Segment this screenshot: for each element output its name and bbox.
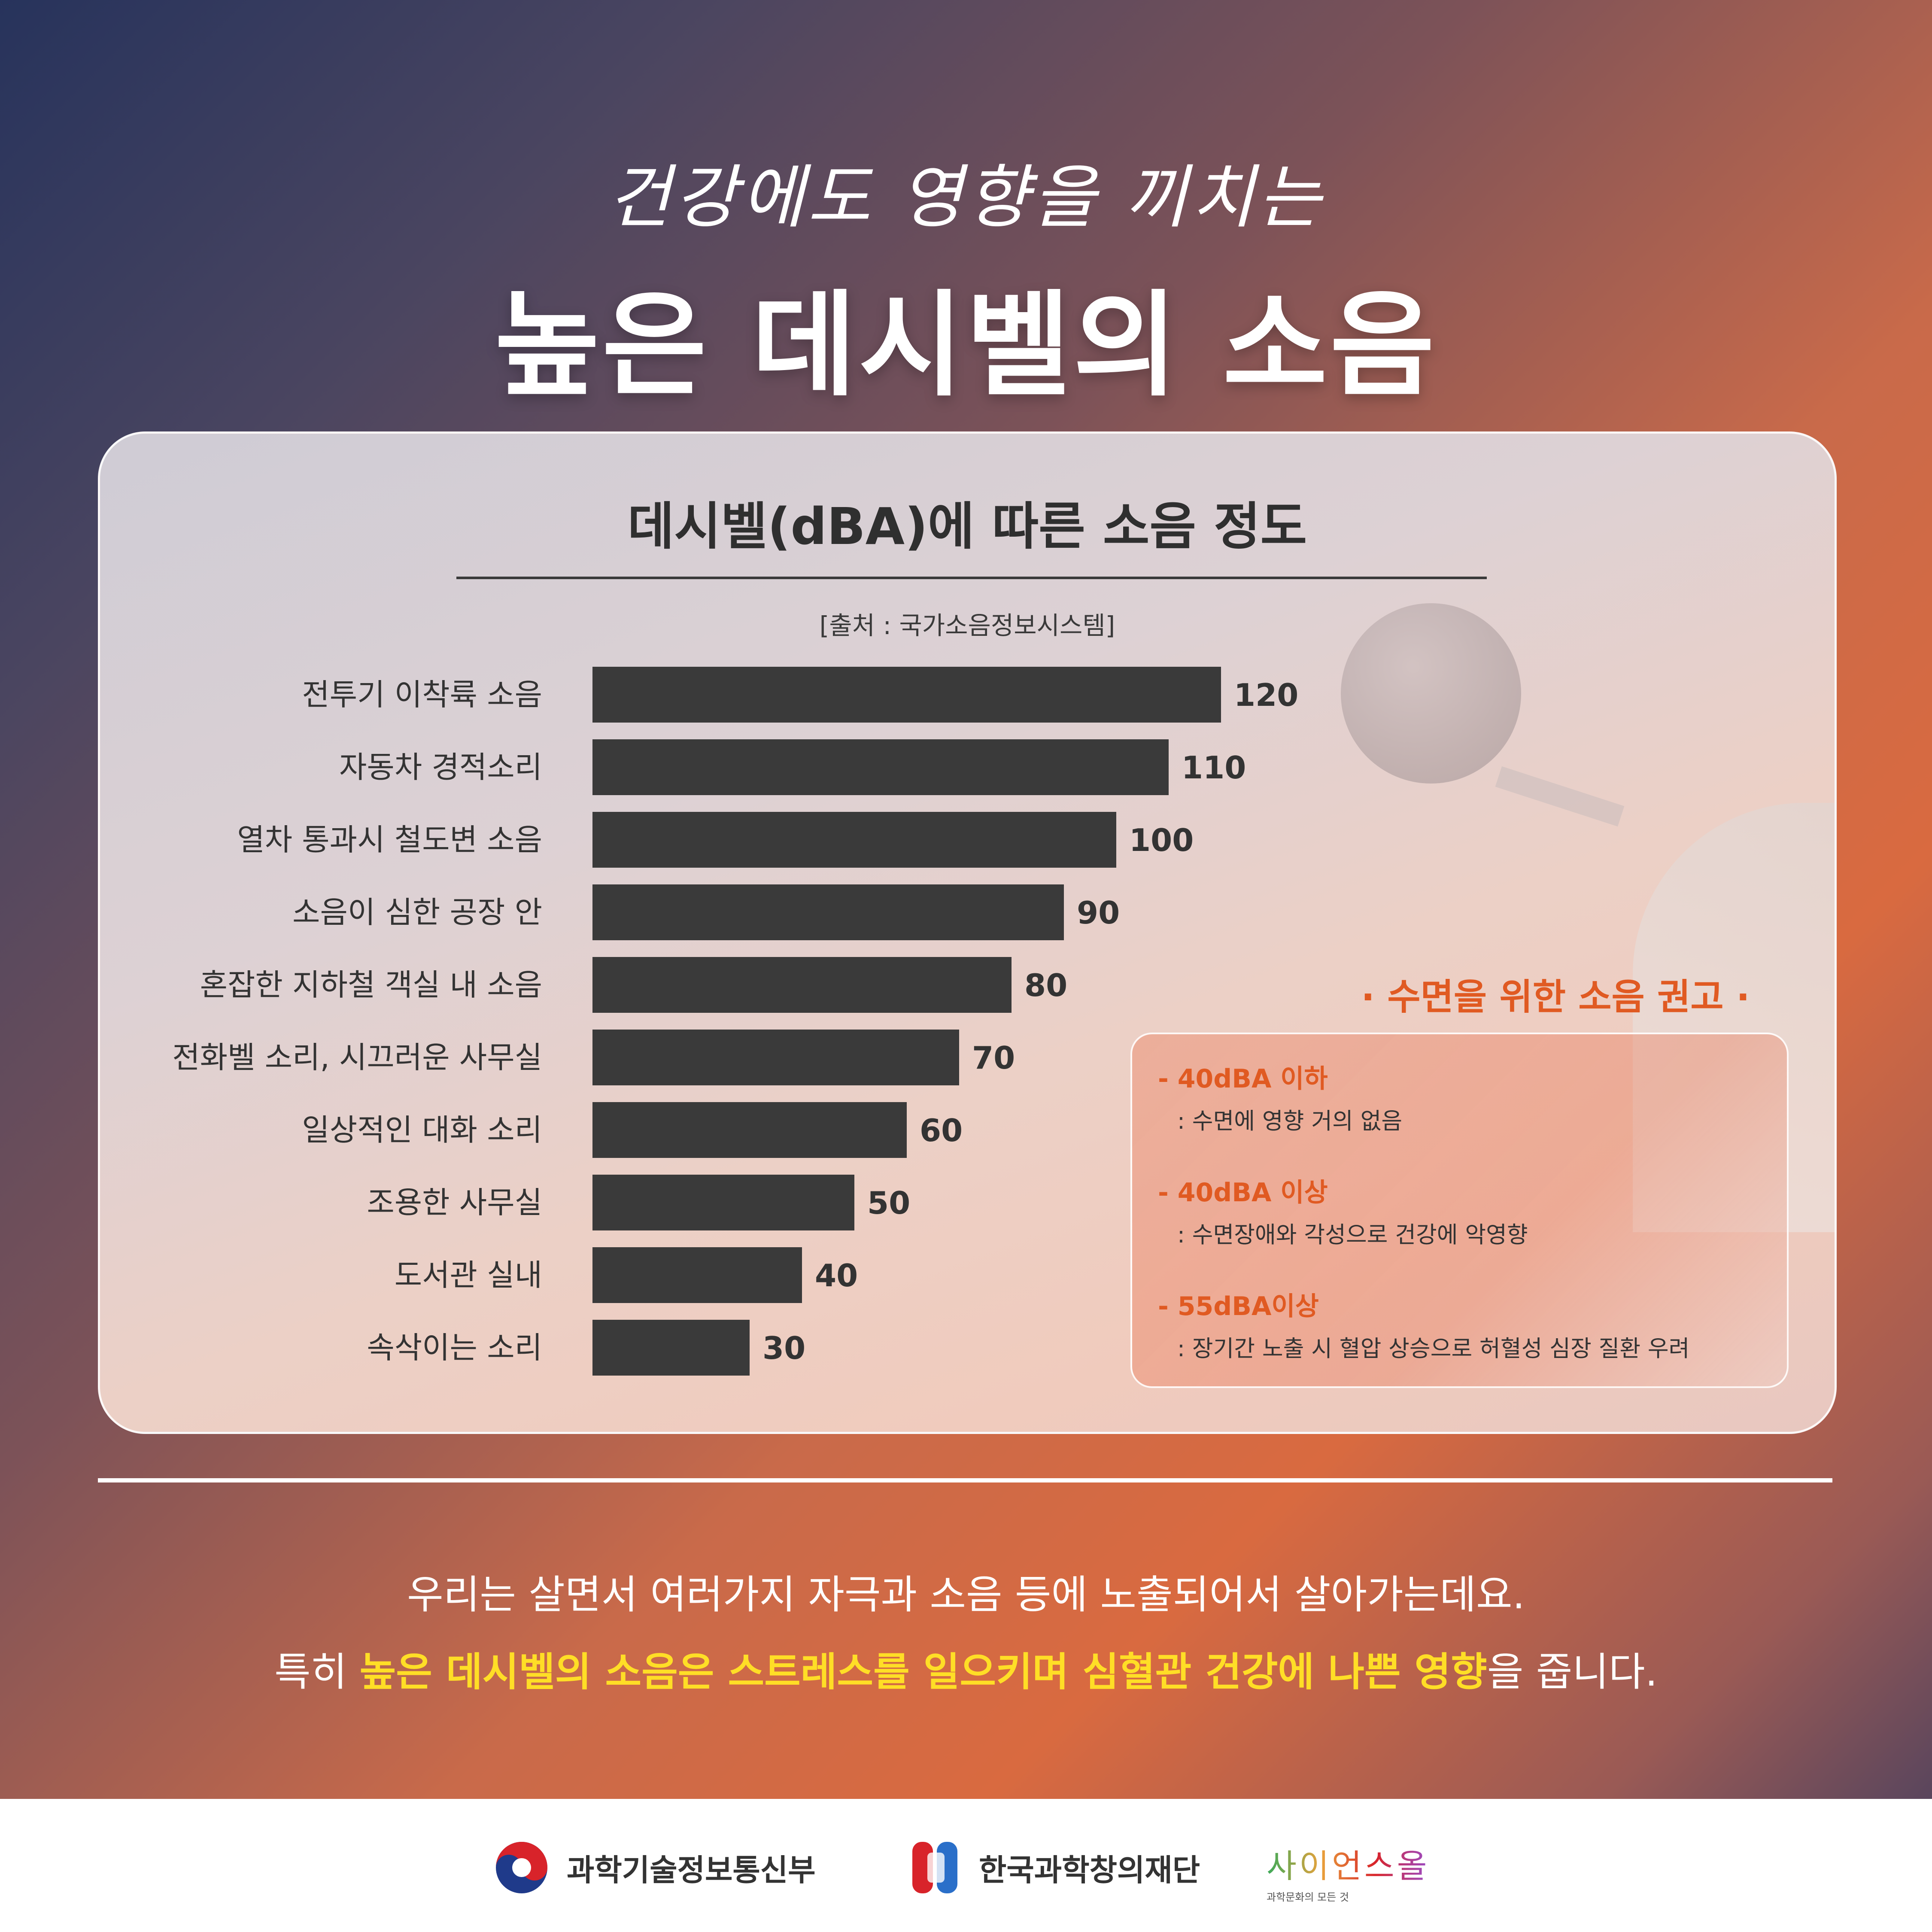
recommendation-head: - 40dBA 이상 (1158, 1178, 1328, 1208)
body-line-2-suffix: 을 줍니다. (1487, 1649, 1658, 1695)
bar (592, 884, 1064, 940)
value-label: 50 (867, 1185, 910, 1221)
kofac-icon (912, 1842, 957, 1893)
category-label: 도서관 실내 (395, 1258, 542, 1293)
value-label: 30 (762, 1330, 805, 1366)
body-line-2: 특히 높은 데시벨의 소음은 스트레스를 일으키며 심혈관 건강에 나쁜 영향을… (0, 1640, 1932, 1697)
title-rule (456, 577, 1487, 579)
recommendation-head: - 55dBA이상 (1158, 1291, 1319, 1321)
kofac-logo: 한국과학창의재단 (910, 1840, 1200, 1896)
value-label: 70 (972, 1040, 1015, 1076)
main-title: 높은 데시벨의 소음 (495, 279, 1437, 412)
category-label: 일상적인 대화 소리 (302, 1112, 542, 1148)
category-label: 조용한 사무실 (367, 1185, 542, 1220)
category-label: 자동차 경적소리 (339, 750, 542, 785)
bar (592, 812, 1116, 868)
bar (592, 1320, 750, 1376)
value-label: 120 (1234, 677, 1298, 713)
recommendation-item: - 40dBA 이하 : 수면에 영향 거의 없음 (1158, 1058, 1402, 1136)
chart-source: [출처 : 국가소음정보시스템] (819, 611, 1115, 640)
kofac-name: 한국과학창의재단 (979, 1852, 1200, 1888)
value-label: 40 (815, 1258, 858, 1294)
recommendation-head: - 40dBA 이하 (1158, 1064, 1328, 1094)
value-label: 110 (1182, 750, 1246, 786)
msit-name: 과학기술정보통신부 (567, 1852, 816, 1888)
category-label: 전투기 이착륙 소음 (302, 677, 542, 712)
recommendation-desc: : 수면에 영향 거의 없음 (1177, 1108, 1403, 1134)
bar (592, 667, 1221, 723)
category-label: 소음이 심한 공장 안 (292, 895, 542, 930)
recommendation-desc: : 장기간 노출 시 혈압 상승으로 허혈성 심장 질환 우려 (1177, 1336, 1690, 1362)
recommendation-box: - 40dBA 이하 : 수면에 영향 거의 없음 - 40dBA 이상 : 수… (1130, 1033, 1789, 1388)
body-line-2-prefix: 특히 (274, 1649, 360, 1695)
handwritten-subtitle: 건강에도 영향을 끼치는 (608, 157, 1324, 237)
taegeuk-icon (496, 1842, 547, 1893)
chart-panel: 데시벨(dBA)에 따른 소음 정도 [출처 : 국가소음정보시스템] 전투기 … (98, 431, 1837, 1434)
body-highlight: 높은 데시벨의 소음은 스트레스를 일으키며 심혈관 건강에 나쁜 영향 (359, 1649, 1487, 1695)
value-label: 100 (1129, 822, 1194, 858)
value-label: 80 (1024, 967, 1067, 1003)
bar (592, 1030, 959, 1085)
category-label: 열차 통과시 철도변 소음 (237, 822, 542, 857)
recommendation-title: · 수면을 위한 소음 권고 · (1361, 976, 1750, 1018)
category-label: 속삭이는 소리 (367, 1330, 542, 1365)
value-label: 90 (1077, 895, 1120, 931)
msit-logo: 과학기술정보통신부 (494, 1840, 816, 1896)
scienceall-tagline: 과학문화의 모든 것 (1267, 1891, 1349, 1903)
bar (592, 1175, 854, 1230)
recommendation-item: - 40dBA 이상 : 수면장애와 각성으로 건강에 악영향 (1158, 1172, 1528, 1249)
chart-title: 데시벨(dBA)에 따른 소음 정도 (627, 497, 1307, 556)
recommendation-desc: : 수면장애와 각성으로 건강에 악영향 (1177, 1222, 1528, 1248)
bar (592, 1102, 907, 1158)
category-label: 전화벨 소리, 시끄러운 사무실 (172, 1040, 542, 1075)
bar-chart: 전투기 이착륙 소음 120 자동차 경적소리 110 열차 통과시 철도변 소음 100… (172, 667, 1298, 1376)
scienceall-name: 사이언스올 (1267, 1840, 1430, 1887)
section-divider (98, 1478, 1832, 1482)
bar (592, 739, 1169, 795)
bar (592, 1247, 802, 1303)
bar (592, 957, 1012, 1013)
category-label: 혼잡한 지하철 객실 내 소음 (200, 967, 542, 1002)
scienceall-logo: 사이언스올 과학문화의 모든 것 (1267, 1840, 1430, 1903)
sound-meter-image (1341, 603, 1521, 784)
footer: 과학기술정보통신부 한국과학창의재단 사이언스올 과학문화의 모든 것 (0, 1799, 1932, 1932)
recommendation-item: - 55dBA이상 : 장기간 노출 시 혈압 상승으로 허혈성 심장 질환 우… (1158, 1285, 1689, 1363)
value-label: 60 (920, 1112, 963, 1148)
body-line-1: 우리는 살면서 여러가지 자극과 소음 등에 노출되어서 살아가는데요. (407, 1572, 1525, 1618)
